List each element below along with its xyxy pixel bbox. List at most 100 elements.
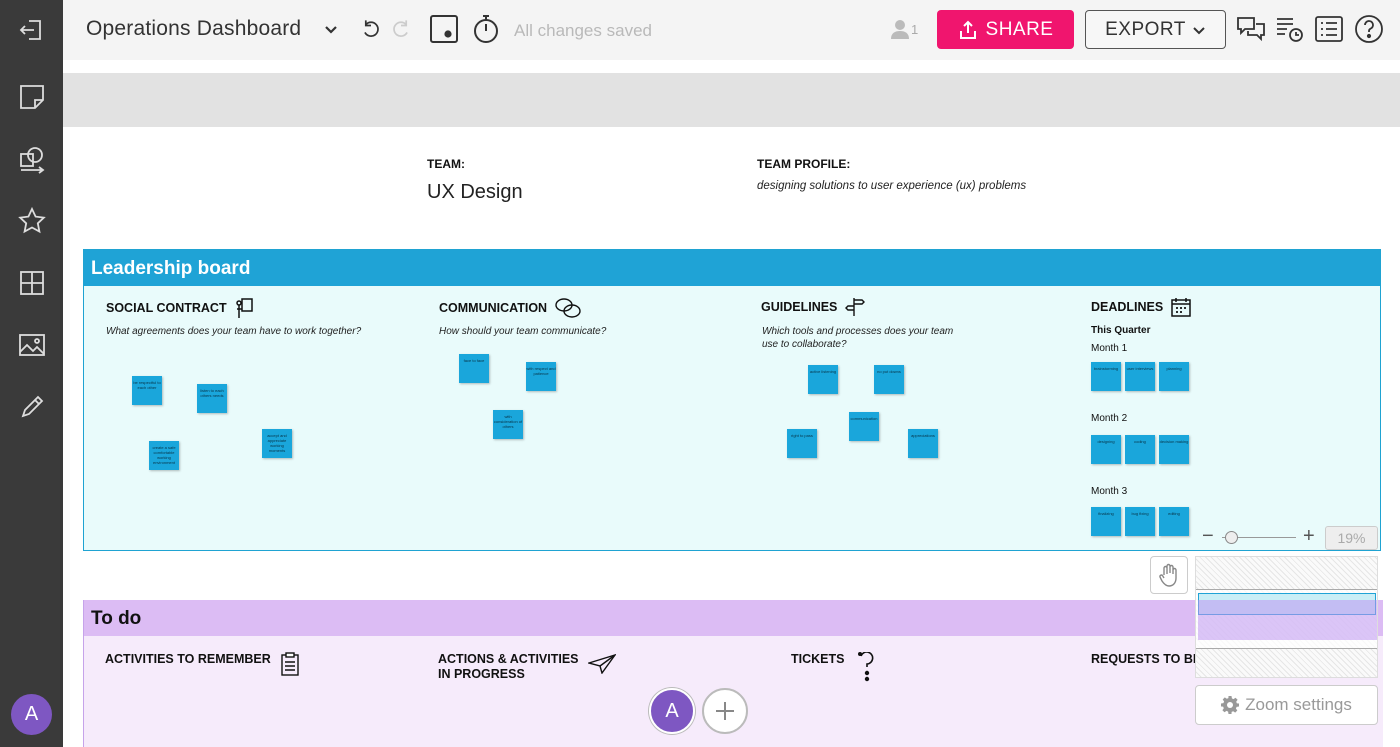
zoom-out-button[interactable]: − [1202, 525, 1214, 547]
collaborator-avatar[interactable]: A [649, 688, 695, 734]
comments-icon[interactable] [1236, 14, 1266, 44]
sticky-note[interactable]: active listening [808, 365, 838, 394]
image-icon[interactable] [15, 328, 49, 362]
zoom-controls: − + 19% [1200, 525, 1380, 550]
sticky-note[interactable]: listen to each others needs [197, 384, 227, 413]
shapes-icon[interactable] [15, 142, 49, 176]
exit-icon[interactable] [15, 13, 49, 47]
sticky-note[interactable]: user interviews [1125, 362, 1155, 391]
board-title[interactable]: Operations Dashboard [86, 17, 302, 40]
team-profile-text[interactable]: designing solutions to user experience (… [757, 180, 1027, 192]
question-dots-icon [858, 652, 874, 682]
gear-icon [1221, 696, 1240, 714]
sticky-note[interactable]: planning [1159, 362, 1189, 391]
pan-tool-button[interactable] [1150, 556, 1188, 594]
export-button-label: EXPORT [1105, 18, 1186, 40]
zoom-settings-label: Zoom settings [1245, 695, 1352, 714]
sticky-note[interactable]: finalizing [1091, 507, 1121, 536]
plus-icon [716, 702, 734, 720]
sticky-note[interactable]: communication [849, 412, 879, 441]
sticky-note[interactable]: bug fixing [1125, 507, 1155, 536]
zoom-in-button[interactable]: + [1303, 525, 1315, 547]
team-name[interactable]: UX Design [427, 181, 523, 203]
save-status: All changes saved [514, 21, 652, 40]
clipboard-icon [281, 652, 299, 676]
todo-column-title-line2: IN PROGRESS [438, 667, 525, 681]
redo-icon[interactable] [386, 14, 416, 44]
help-icon[interactable] [1354, 14, 1384, 44]
sticky-note[interactable]: coding [1125, 435, 1155, 464]
undo-icon[interactable] [356, 14, 386, 44]
paper-plane-icon [588, 654, 616, 674]
signpost-icon [845, 298, 866, 316]
sticky-note[interactable]: create a safe comfortable working enviro… [149, 441, 179, 470]
communication-heading: COMMUNICATION [439, 297, 581, 319]
hand-icon [1159, 563, 1177, 587]
minimap[interactable] [1195, 556, 1378, 678]
top-bar: Operations Dashboard All changes saved 1… [63, 0, 1400, 60]
sticky-note[interactable]: no put downs [874, 365, 904, 394]
left-toolbar: A [0, 0, 63, 747]
export-button[interactable]: EXPORT [1085, 10, 1226, 49]
communication-question: How should your team communicate? [439, 326, 607, 337]
deadlines-quarter: This Quarter [1091, 325, 1151, 336]
presenter-board-icon [235, 298, 253, 318]
board-top-band [63, 73, 1400, 127]
todo-column-title: ACTIONS & ACTIVITIES [438, 652, 579, 666]
timer-icon[interactable] [471, 14, 501, 44]
leadership-board[interactable]: Leadership board SOCIAL CONTRACT What ag… [83, 249, 1381, 551]
sticky-note[interactable]: brainstorming [1091, 362, 1121, 391]
zoom-slider-track[interactable] [1222, 537, 1296, 538]
card-frame-icon[interactable] [429, 14, 459, 44]
sticky-note[interactable]: appreciations [908, 429, 938, 458]
online-users-count: 1 [911, 21, 919, 37]
todo-column-title: TICKETS [791, 652, 845, 666]
social-contract-question: What agreements does your team have to w… [106, 326, 362, 337]
pencil-icon[interactable] [15, 390, 49, 424]
online-users[interactable]: 1 [891, 19, 918, 39]
user-icon [891, 20, 909, 39]
sticky-note[interactable]: decision making [1159, 435, 1189, 464]
todo-board-title[interactable]: To do [84, 600, 1383, 636]
zoom-settings-button[interactable]: Zoom settings [1195, 685, 1378, 725]
sticky-note[interactable]: be respectful to each other [132, 376, 162, 405]
add-collaborator-button[interactable] [702, 688, 748, 734]
zoom-slider-handle[interactable] [1225, 531, 1238, 544]
guidelines-title: GUIDELINES [761, 300, 838, 314]
minimap-todo-board [1198, 600, 1377, 640]
sticky-note[interactable]: with consideration of others [493, 410, 523, 439]
share-button-label: SHARE [985, 18, 1054, 40]
sticky-note[interactable]: right to pass [787, 429, 817, 458]
sticky-note[interactable]: face to face [459, 354, 489, 383]
leadership-board-title[interactable]: Leadership board [84, 250, 1380, 286]
sticky-note-icon[interactable] [15, 80, 49, 114]
outline-list-icon[interactable] [1314, 14, 1344, 44]
share-button[interactable]: SHARE [937, 10, 1074, 49]
calendar-icon [1171, 298, 1191, 317]
team-profile-label: TEAM PROFILE: [757, 157, 851, 171]
deadlines-heading: DEADLINES [1091, 297, 1191, 317]
sticky-note[interactable]: editing [1159, 507, 1189, 536]
todo-column-actions: ACTIONS & ACTIVITIES IN PROGRESS [438, 652, 579, 682]
user-avatar[interactable]: A [11, 694, 52, 735]
deadlines-month-1: Month 1 [1091, 343, 1128, 354]
sticky-note[interactable]: designing [1091, 435, 1121, 464]
sticky-note[interactable]: with respect and patience [526, 362, 556, 391]
grid-template-icon[interactable] [15, 266, 49, 300]
upload-icon [959, 20, 976, 39]
sticky-note[interactable]: accept and appreciate working moments [262, 429, 292, 458]
chat-bubbles-icon [555, 298, 581, 318]
deadlines-title: DEADLINES [1091, 300, 1164, 314]
social-contract-title: SOCIAL CONTRACT [106, 301, 227, 315]
social-contract-heading: SOCIAL CONTRACT [106, 297, 253, 319]
team-label: TEAM: [427, 157, 465, 171]
todo-column-activities: ACTIVITIES TO REMEMBER [105, 652, 299, 676]
todo-board[interactable]: To do ACTIVITIES TO REMEMBER ACTIONS & A… [83, 600, 1383, 747]
activity-history-icon[interactable] [1275, 14, 1305, 44]
chevron-down-icon [1193, 26, 1205, 34]
zoom-percentage[interactable]: 19% [1325, 526, 1378, 550]
star-icon[interactable] [15, 204, 49, 238]
deadlines-month-3: Month 3 [1091, 486, 1128, 497]
chevron-down-icon[interactable] [321, 20, 341, 40]
todo-column-tickets: TICKETS [791, 652, 876, 682]
